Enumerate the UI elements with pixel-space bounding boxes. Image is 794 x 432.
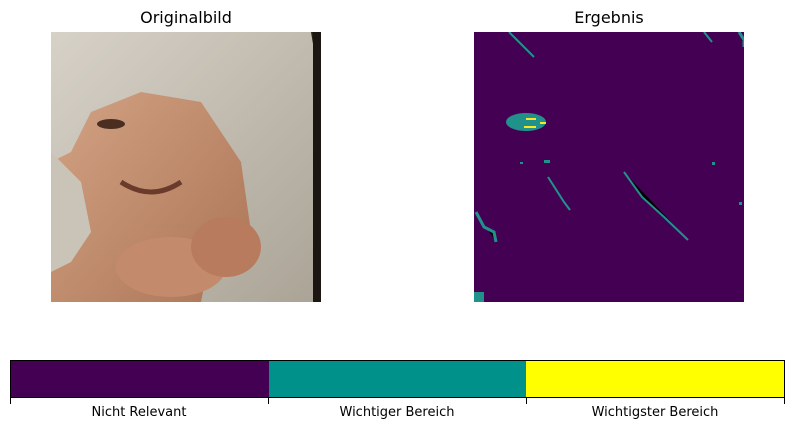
colorbar	[10, 360, 785, 398]
original-image	[51, 32, 321, 302]
colorbar-label-not-relevant: Nicht Relevant	[91, 405, 187, 420]
colorbar-tick	[10, 398, 11, 404]
original-image-title: Originalbild	[140, 8, 232, 27]
colorbar-tick	[268, 398, 269, 404]
colorbar-label-most-important: Wichtigster Bereich	[591, 405, 719, 420]
result-heatmap	[474, 32, 744, 302]
colorbar-segment-most-important	[526, 361, 785, 397]
colorbar-segment-not-relevant	[11, 361, 269, 397]
result-heatmap-svg	[474, 32, 744, 302]
colorbar-tick	[526, 398, 527, 404]
colorbar-segment-important	[268, 361, 527, 397]
colorbar-tick	[784, 398, 785, 404]
colorbar-label-important: Wichtiger Bereich	[339, 405, 455, 420]
result-image-title: Ergebnis	[574, 8, 644, 27]
baby-photo	[51, 32, 321, 302]
